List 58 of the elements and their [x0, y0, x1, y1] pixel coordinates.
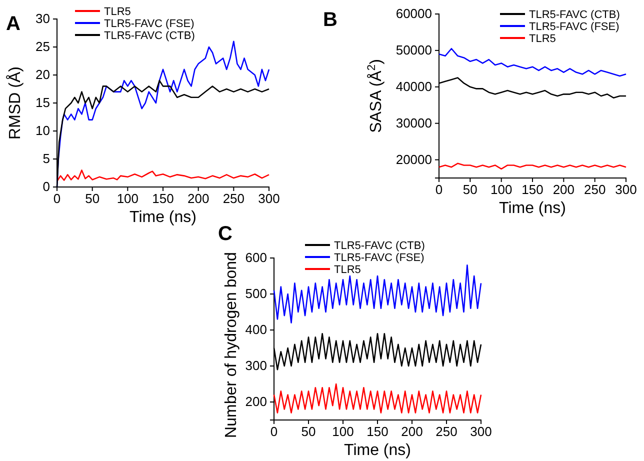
legend-label: TLR5 — [334, 264, 361, 276]
line-series — [273, 264, 482, 324]
y-axis-title: RMSD (Å) — [6, 66, 24, 140]
x-tick-label: 50 — [301, 424, 316, 440]
x-tick-label: 250 — [436, 424, 458, 440]
y-axis-title: Number of hydrogen bond — [223, 252, 240, 438]
y-tick-label: 20 — [36, 67, 50, 82]
y-tick-label: 50000 — [396, 42, 432, 58]
y-tick-label: 30000 — [396, 115, 432, 130]
y-tick-label: 60000 — [396, 6, 432, 22]
legend-label: TLR5-FAVC (CTB) — [104, 30, 195, 42]
y-tick-label: 400 — [245, 322, 267, 338]
legend-label: TLR5 — [104, 6, 131, 18]
y-tick-label: 600 — [245, 250, 267, 266]
line-series — [273, 383, 482, 414]
x-axis-title: Time (ns) — [130, 209, 196, 226]
line-series — [56, 170, 270, 182]
legend-label: TLR5-FAVC (FSE) — [104, 18, 194, 30]
x-tick-label: 150 — [152, 191, 174, 206]
y-tick-label: 200 — [245, 394, 267, 410]
x-tick-label: 300 — [615, 182, 637, 198]
x-tick-label: 300 — [258, 191, 280, 206]
x-tick-label: 150 — [366, 424, 388, 440]
x-tick-label: 50 — [462, 182, 478, 198]
x-tick-label: 50 — [85, 191, 100, 206]
y-tick-label: 20000 — [396, 152, 432, 167]
x-tick-label: 300 — [470, 424, 492, 440]
x-tick-label: 0 — [270, 424, 278, 440]
x-tick-label: 250 — [222, 191, 245, 206]
y-tick-label: 15 — [36, 95, 50, 110]
x-tick-label: 100 — [332, 424, 354, 440]
legend-label: TLR5-FAVC (FSE) — [529, 21, 620, 33]
x-tick-label: 0 — [435, 182, 443, 198]
y-tick-label: 25 — [36, 39, 50, 54]
y-tick-label: 40000 — [396, 79, 432, 94]
x-tick-label: 100 — [490, 182, 512, 198]
x-tick-label: 0 — [53, 191, 61, 206]
x-tick-label: 100 — [116, 191, 139, 206]
y-tick-label: 5 — [42, 151, 50, 166]
chart-title: A — [6, 13, 20, 35]
y-tick-label: 10 — [36, 123, 50, 138]
chart-title: B — [323, 9, 338, 31]
y-tick-label: 30 — [36, 11, 50, 26]
x-tick-label: 200 — [552, 182, 575, 198]
y-tick-label: 500 — [245, 286, 267, 302]
x-axis-title: Time (ns) — [344, 442, 411, 459]
x-tick-label: 200 — [187, 191, 210, 206]
legend-label: TLR5-FAVC (FSE) — [334, 252, 424, 264]
legend-label: TLR5-FAVC (CTB) — [529, 9, 620, 21]
y-tick-label: 300 — [245, 358, 267, 374]
x-tick-label: 250 — [584, 182, 606, 198]
x-axis-title: Time (ns) — [499, 200, 566, 217]
x-tick-label: 150 — [522, 182, 544, 198]
line-series — [438, 48, 627, 77]
chart-title: C — [218, 223, 232, 245]
legend-label: TLR5 — [529, 33, 556, 45]
line-series — [56, 40, 270, 188]
legend-label: TLR5-FAVC (CTB) — [334, 240, 425, 252]
